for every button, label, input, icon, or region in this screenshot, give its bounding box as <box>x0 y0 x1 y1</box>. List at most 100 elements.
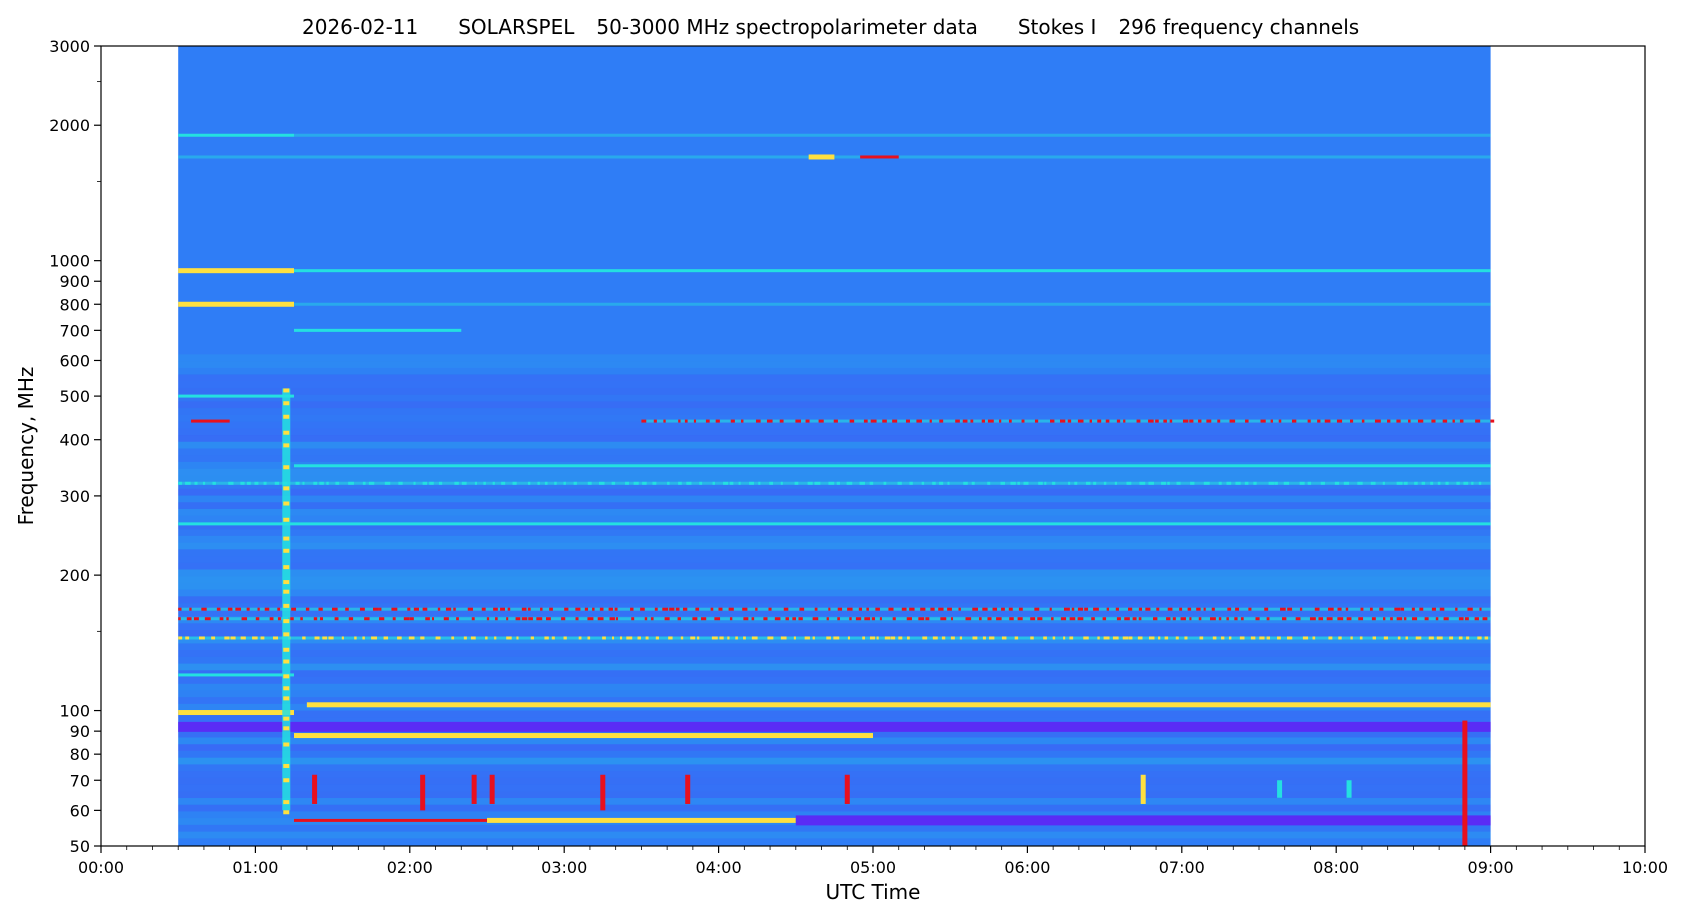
heatmap-band-dash <box>1189 419 1194 423</box>
heatmap-band-dash <box>1068 481 1071 485</box>
heatmap-band-dash <box>193 617 199 621</box>
heatmap-band-dash <box>626 636 633 640</box>
heatmap-band-dash <box>1172 617 1176 621</box>
heatmap-band-dash <box>1148 419 1154 423</box>
heatmap-band-dash <box>1239 636 1245 640</box>
heatmap-row <box>178 562 1491 570</box>
heatmap-band-dash <box>795 419 801 423</box>
heatmap-row <box>178 374 1491 382</box>
heatmap-band-dash <box>930 607 935 611</box>
heatmap-band-dash <box>451 636 455 640</box>
heatmap-band-dash <box>1458 617 1464 621</box>
heatmap-band-dash <box>461 481 467 485</box>
heatmap-band-dash <box>1153 617 1158 621</box>
heatmap-band-dash <box>1203 607 1206 611</box>
heatmap-band-dash <box>592 607 595 611</box>
heatmap-band-dash <box>1017 481 1020 485</box>
heatmap-band-dash <box>202 481 206 485</box>
heatmap-band-dash <box>1234 617 1238 621</box>
heatmap-burst-dash <box>283 589 290 594</box>
heatmap-band-dash <box>578 636 582 640</box>
heatmap-band-dash <box>650 617 654 621</box>
heatmap-burst-dash <box>283 388 290 393</box>
heatmap-band-dash <box>826 617 829 621</box>
heatmap-band-dash <box>987 617 992 621</box>
heatmap-band-dash <box>318 607 323 611</box>
heatmap-band <box>294 328 462 332</box>
heatmap-band-dash <box>939 481 944 485</box>
chart-title: 2026-02-11 SOLARSPEL 50-3000 MHz spectropo… <box>302 15 1359 39</box>
heatmap-band-dash <box>354 636 357 640</box>
heatmap-band-dash <box>892 617 896 621</box>
heatmap-row <box>178 408 1491 415</box>
heatmap-band-dash <box>1318 617 1324 621</box>
heatmap-band-dash <box>1106 607 1110 611</box>
heatmap-band-dash <box>869 481 874 485</box>
heatmap-band-dash <box>492 481 495 485</box>
heatmap-band-dash <box>1164 636 1169 640</box>
heatmap-band-dash <box>1034 607 1040 611</box>
heatmap-band-dash <box>1021 419 1025 423</box>
heatmap-band-dash <box>920 607 926 611</box>
heatmap-band-dash <box>950 636 955 640</box>
heatmap-band-dash <box>1221 636 1225 640</box>
heatmap-band-dash <box>979 617 982 621</box>
heatmap-band-dash <box>1334 481 1340 485</box>
heatmap-burst-dash <box>283 726 290 731</box>
heatmap-row <box>178 448 1491 456</box>
heatmap-band-dash <box>938 607 944 611</box>
heatmap-band-dash <box>216 607 221 611</box>
heatmap-row <box>178 643 1491 651</box>
heatmap-band-dash <box>1139 481 1146 485</box>
y-tick-label: 60 <box>70 801 90 820</box>
heatmap-band-dash <box>288 617 294 621</box>
heatmap-band-dash <box>767 636 774 640</box>
heatmap-band-dash <box>1010 481 1016 485</box>
heatmap-band-dash <box>794 481 799 485</box>
y-tick-label: 400 <box>59 431 90 450</box>
heatmap-band-dash <box>876 636 879 640</box>
heatmap-band-dash <box>1320 481 1325 485</box>
heatmap-band-dash <box>345 607 349 611</box>
heatmap-band-dash <box>667 481 670 485</box>
heatmap-band-dash <box>972 636 978 640</box>
heatmap-band-dash <box>564 607 569 611</box>
heatmap-row <box>178 482 1491 489</box>
heatmap-band-dash <box>1114 481 1117 485</box>
heatmap-band-dash <box>684 419 688 423</box>
heatmap-band-dash <box>705 419 710 423</box>
heatmap-band-dash <box>619 636 623 640</box>
heatmap-band-dash <box>413 607 419 611</box>
heatmap-row <box>178 495 1491 503</box>
heatmap-band-dash <box>1266 636 1271 640</box>
heatmap-band-dash <box>1359 636 1363 640</box>
heatmap-band-dash <box>1063 636 1066 640</box>
heatmap-band-dash <box>1034 419 1039 423</box>
heatmap-band-dash <box>1008 607 1013 611</box>
heatmap-row <box>178 475 1491 483</box>
heatmap-band-dash <box>892 419 898 423</box>
heatmap-band-dash <box>1411 617 1418 621</box>
heatmap-burst-dash <box>283 603 290 608</box>
heatmap-band-dash <box>1403 617 1407 621</box>
heatmap-burst <box>1140 774 1146 804</box>
heatmap-band-dash <box>1060 617 1067 621</box>
heatmap-band-dash <box>866 607 869 611</box>
heatmap-band-dash <box>1477 636 1482 640</box>
heatmap-band-dash <box>1017 617 1023 621</box>
heatmap-band-dash <box>398 481 403 485</box>
heatmap-band-dash <box>241 617 248 621</box>
y-tick-label: 90 <box>70 722 90 741</box>
heatmap-band-dash <box>812 617 819 621</box>
heatmap-band-dash <box>219 617 224 621</box>
y-tick-label: 50 <box>70 837 90 856</box>
chart-title-part: SOLARSPEL <box>458 15 575 39</box>
heatmap-row <box>178 576 1491 583</box>
heatmap-band-dash <box>814 481 821 485</box>
heatmap-band-dash <box>1128 636 1133 640</box>
heatmap-band-dash <box>506 636 512 640</box>
heatmap-band-dash <box>454 481 459 485</box>
heatmap-burst-dash <box>283 686 290 691</box>
heatmap-band-dash <box>1445 481 1449 485</box>
